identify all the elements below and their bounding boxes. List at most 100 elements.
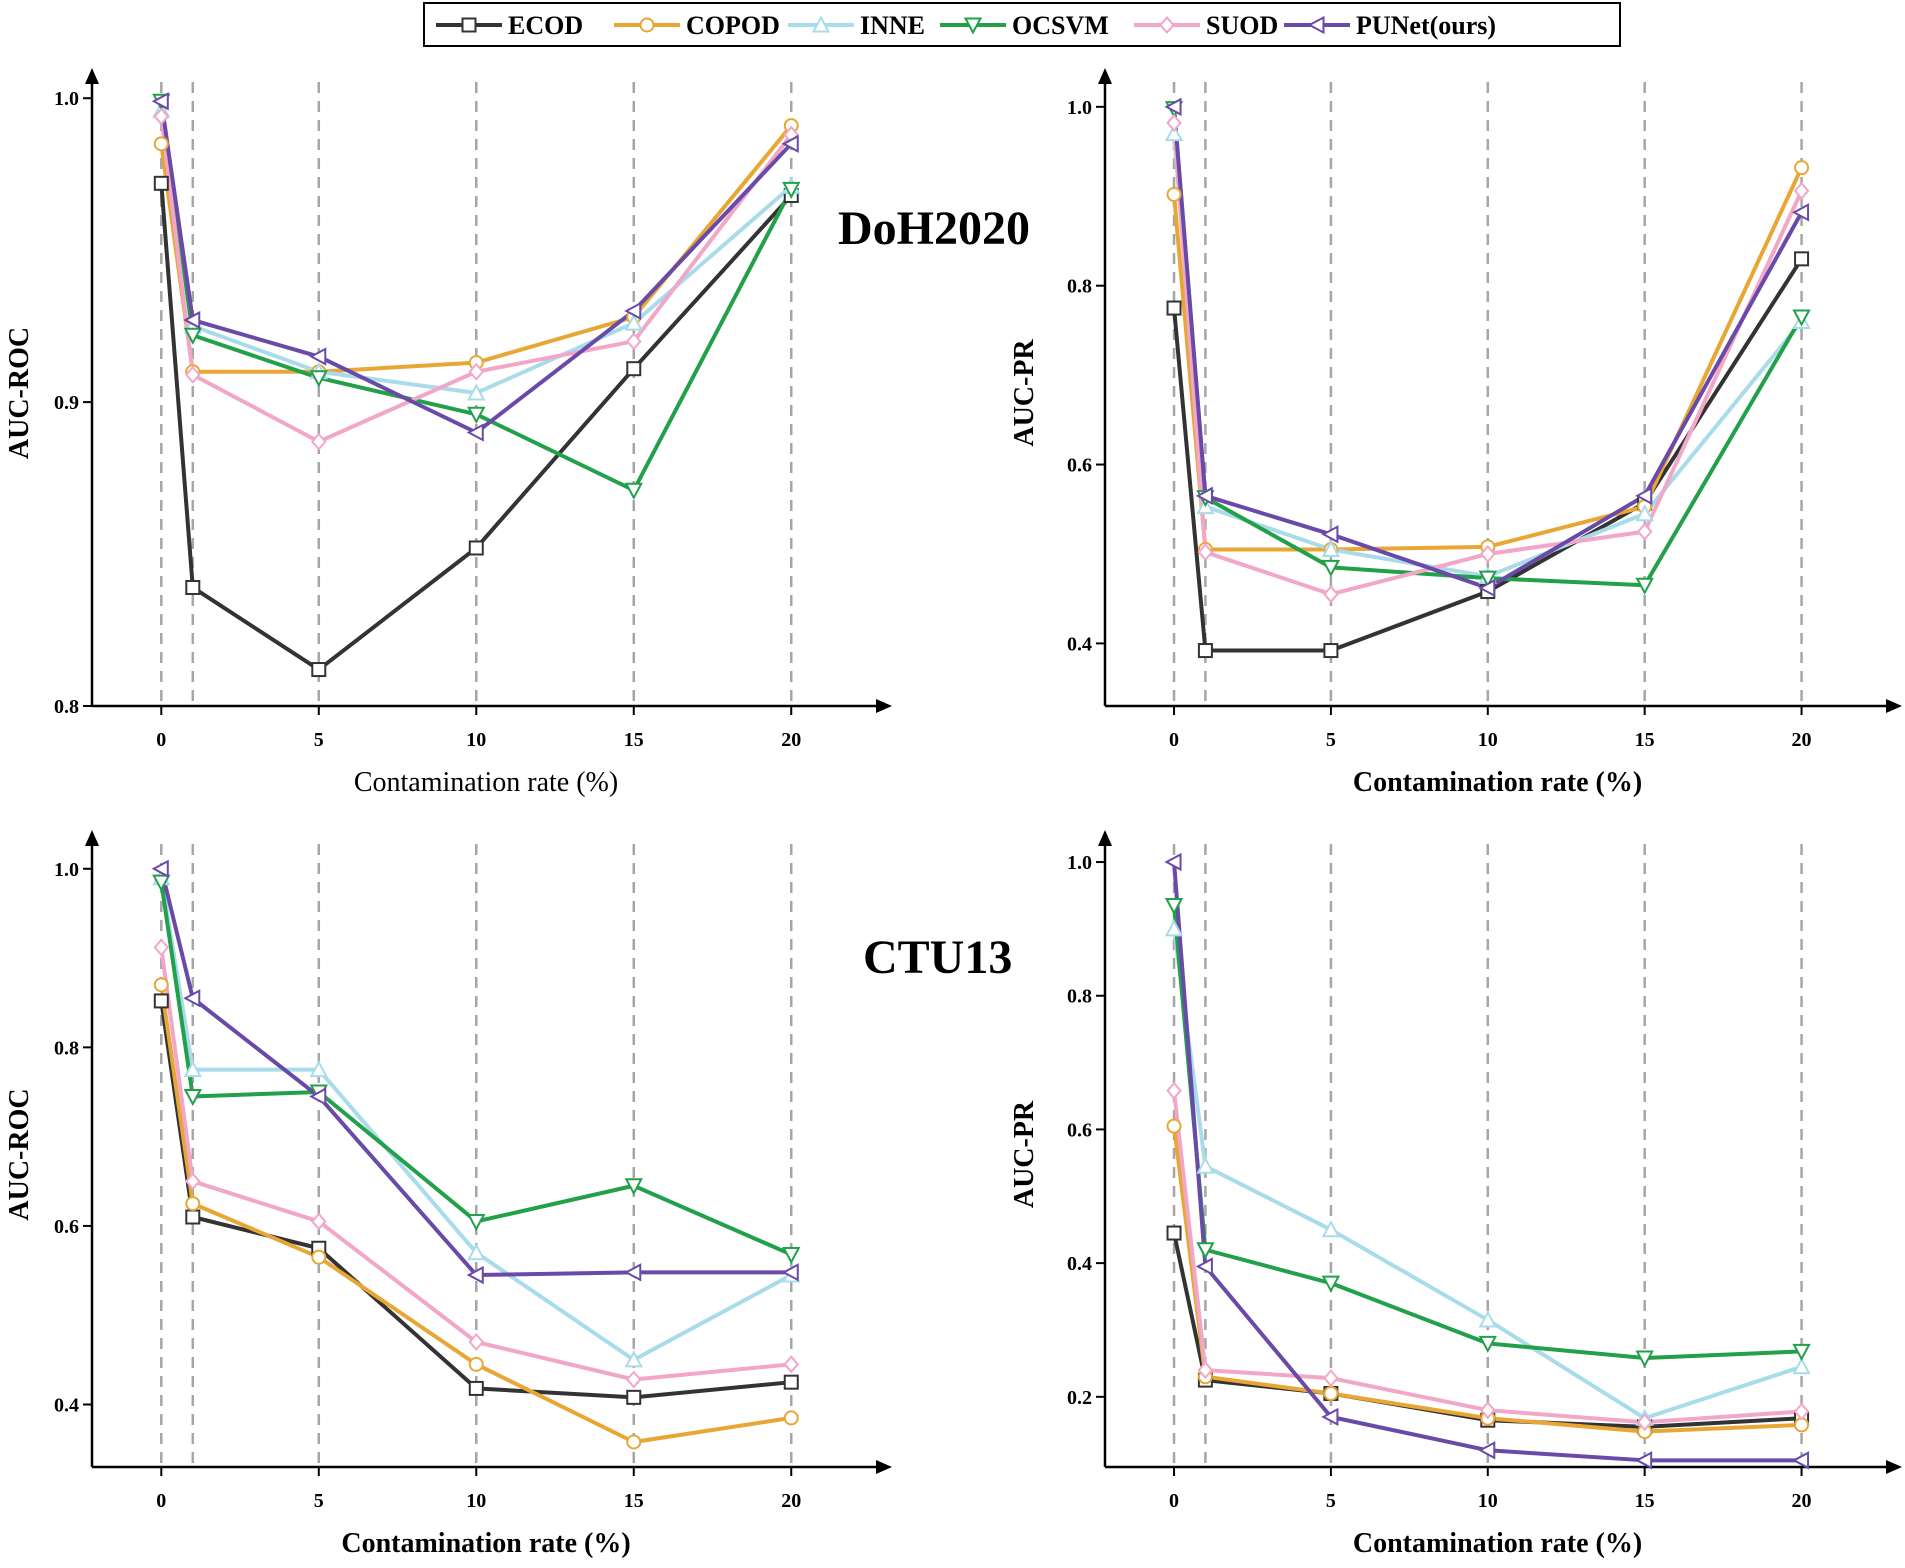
data-point-ocsvm bbox=[782, 1247, 801, 1265]
data-point-suod bbox=[184, 365, 201, 384]
series-line-suod bbox=[159, 947, 792, 1382]
data-point-suod bbox=[1166, 113, 1182, 132]
data-point-punet-ours bbox=[1195, 486, 1213, 506]
y-tick-label: 1.0 bbox=[1067, 97, 1092, 119]
x-tick-label: 5 bbox=[314, 729, 324, 751]
x-tick-label: 5 bbox=[314, 1490, 324, 1512]
x-tick-label: 15 bbox=[1635, 729, 1655, 751]
data-point-ecod bbox=[468, 540, 484, 556]
data-point-ocsvm bbox=[1635, 577, 1654, 595]
data-point-punet-ours bbox=[1478, 578, 1496, 598]
x-tick-label: 0 bbox=[156, 1490, 166, 1512]
series-line-inne bbox=[1172, 928, 1803, 1421]
y-axis-arrow bbox=[85, 830, 99, 846]
y-tick-label: 0.8 bbox=[54, 696, 79, 718]
x-axis-arrow bbox=[876, 1460, 892, 1474]
legend-label-punet-ours: PUNet(ours) bbox=[1356, 11, 1496, 40]
data-point-ocsvm bbox=[183, 1088, 202, 1107]
series-line-ecod bbox=[1172, 257, 1804, 653]
data-point-suod bbox=[1197, 1361, 1214, 1380]
data-point-suod bbox=[1479, 544, 1496, 563]
data-point-punet-ours bbox=[309, 1087, 327, 1106]
data-point-punet-ours bbox=[624, 301, 642, 321]
data-point-suod bbox=[625, 1370, 642, 1389]
x-tick-label: 10 bbox=[466, 729, 486, 751]
data-point-punet-ours bbox=[1321, 525, 1339, 544]
data-point-punet-ours bbox=[466, 1265, 484, 1285]
dataset-label-ctu13: CTU13 bbox=[863, 931, 1012, 984]
x-tick-label: 20 bbox=[1792, 1490, 1812, 1512]
data-point-punet-ours bbox=[1321, 1407, 1339, 1427]
legend-label-ecod: ECOD bbox=[508, 11, 583, 40]
data-point-ecod bbox=[1166, 300, 1182, 316]
data-point-inne bbox=[467, 383, 486, 401]
data-point-copod bbox=[1794, 160, 1810, 176]
chart-panel-2: 0.4 0.6 0.8 1.0 0 5 10 15 20 Contamination rate (… bbox=[1009, 68, 1902, 798]
x-tick-label: 0 bbox=[1169, 1490, 1179, 1512]
data-point-ocsvm bbox=[1635, 1350, 1654, 1368]
data-point-suod bbox=[783, 1355, 800, 1374]
data-point-ocsvm bbox=[624, 1178, 643, 1196]
data-point-ecod bbox=[1794, 251, 1810, 267]
x-axis-arrow bbox=[1886, 1460, 1902, 1474]
data-point-ocsvm bbox=[1164, 898, 1184, 916]
data-point-ecod bbox=[626, 1389, 642, 1405]
data-point-copod bbox=[468, 1356, 484, 1372]
data-point-ocsvm bbox=[183, 327, 202, 345]
data-point-suod bbox=[1323, 1369, 1339, 1388]
data-point-punet-ours bbox=[1164, 97, 1182, 116]
legend-marker-copod bbox=[639, 17, 655, 33]
x-tick-label: 5 bbox=[1326, 1490, 1336, 1512]
data-point-punet-ours bbox=[183, 310, 201, 330]
y-tick-label: 1.0 bbox=[54, 859, 79, 881]
data-point-suod bbox=[468, 1332, 485, 1352]
data-point-suod bbox=[1197, 543, 1214, 562]
data-point-punet-ours bbox=[1791, 203, 1810, 222]
series-line-ocsvm bbox=[159, 881, 793, 1257]
x-tick-label: 0 bbox=[156, 729, 166, 751]
data-point-ecod bbox=[1166, 1225, 1182, 1241]
dataset-label-doh2020: DoH2020 bbox=[838, 202, 1030, 255]
data-point-ocsvm bbox=[1196, 1242, 1215, 1260]
chart-panel-3: 0.4 0.6 0.8 1.0 0 5 10 15 20 Contamination rate (… bbox=[4, 830, 892, 1559]
data-point-suod bbox=[153, 938, 170, 957]
data-point-suod bbox=[1636, 522, 1653, 541]
data-point-inne bbox=[1196, 1156, 1215, 1174]
data-point-inne bbox=[1164, 919, 1184, 937]
data-point-ocsvm bbox=[624, 482, 643, 500]
data-point-suod bbox=[310, 1212, 327, 1231]
data-point-ocsvm bbox=[1321, 559, 1341, 578]
series-line-suod bbox=[1172, 122, 1804, 597]
y-tick-label: 0.4 bbox=[54, 1395, 79, 1417]
series-line-punet-ours bbox=[159, 868, 792, 1278]
data-point-punet-ours bbox=[151, 859, 169, 878]
x-tick-label: 15 bbox=[624, 729, 644, 751]
y-axis-title: AUC-PR bbox=[1009, 1100, 1040, 1208]
x-tick-label: 10 bbox=[1478, 729, 1498, 751]
legend-label-inne: INNE bbox=[860, 11, 925, 40]
y-tick-label: 0.9 bbox=[54, 392, 79, 414]
data-point-punet-ours bbox=[1635, 1451, 1653, 1470]
x-axis-arrow bbox=[876, 699, 892, 713]
data-point-ecod bbox=[1197, 643, 1213, 659]
y-axis-title: AUC-ROC bbox=[4, 327, 35, 459]
data-point-punet-ours bbox=[1164, 852, 1182, 872]
legend-marker-punet-ours bbox=[1307, 15, 1325, 35]
data-point-suod bbox=[625, 332, 642, 351]
data-point-punet-ours bbox=[466, 423, 484, 442]
x-tick-label: 10 bbox=[1478, 1490, 1498, 1512]
data-point-ecod bbox=[783, 1374, 799, 1390]
x-tick-label: 15 bbox=[624, 1490, 644, 1512]
data-point-ocsvm bbox=[1792, 309, 1811, 327]
data-point-ecod bbox=[185, 1209, 201, 1225]
data-point-ocsvm bbox=[309, 370, 328, 388]
data-point-ecod bbox=[311, 662, 327, 678]
y-tick-label: 0.6 bbox=[54, 1216, 79, 1238]
y-tick-label: 0.6 bbox=[1067, 455, 1092, 477]
x-axis-title: Contamination rate (%) bbox=[354, 767, 618, 798]
data-point-inne bbox=[1164, 124, 1184, 142]
legend-label-copod: COPOD bbox=[686, 11, 780, 40]
data-point-copod bbox=[783, 1410, 799, 1426]
legend: ECOD COPOD INNE OCSVM SUOD PUNet(ours) bbox=[423, 2, 1621, 47]
